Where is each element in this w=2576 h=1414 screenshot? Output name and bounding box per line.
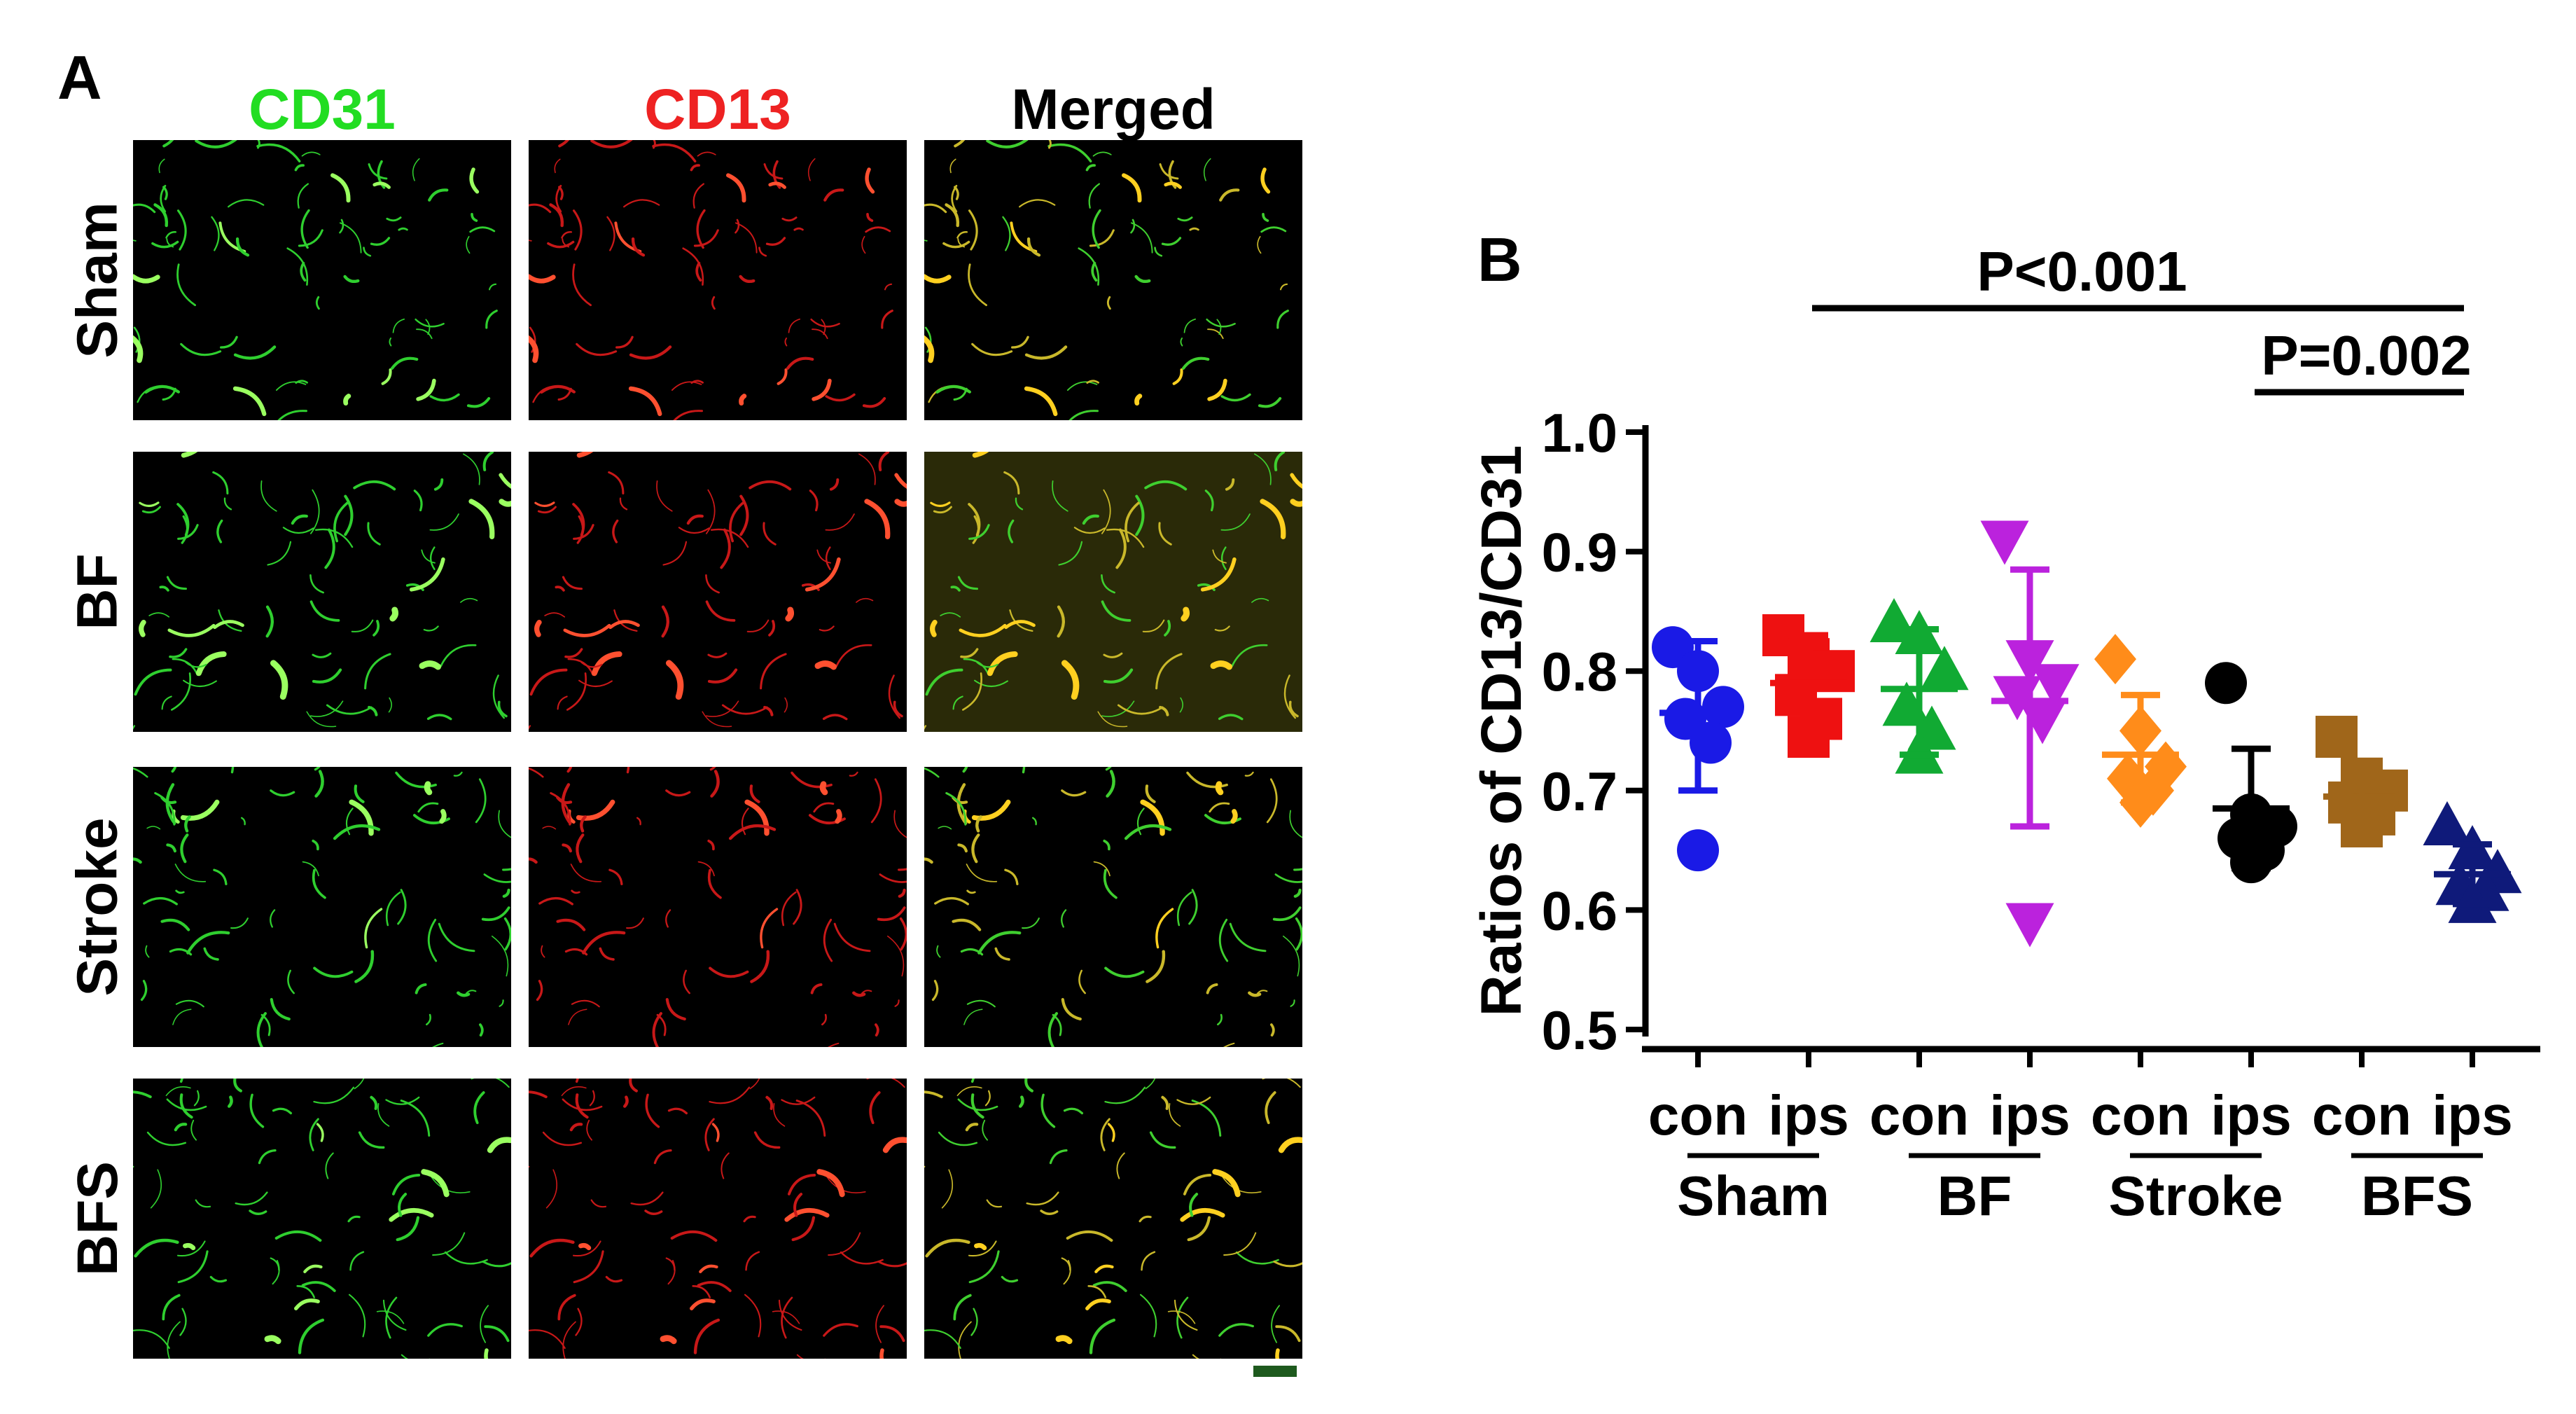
data-point <box>2423 801 2472 845</box>
micrograph-bf-cd31 <box>133 452 511 732</box>
y-tick-label: 0.9 <box>1542 522 1617 583</box>
micrograph-bfs-merged <box>924 1079 1302 1359</box>
x-tick-label: ips <box>2211 1084 2292 1146</box>
x-tick-label: con <box>1870 1084 1969 1146</box>
x-tick-label: ips <box>2432 1084 2513 1146</box>
column-header-cd13: CD13 <box>529 77 907 143</box>
micrograph-sham-cd31 <box>133 140 511 420</box>
x-tick-label: ips <box>1989 1084 2070 1146</box>
significance-label: P<0.001 <box>1977 240 2187 303</box>
y-tick-label: 0.8 <box>1542 641 1617 702</box>
x-tick-label: con <box>2312 1084 2411 1146</box>
micrograph-stroke-cd13 <box>529 767 907 1047</box>
micrograph-stroke-cd31 <box>133 767 511 1047</box>
x-tick-label: ips <box>1768 1084 1849 1146</box>
data-point <box>1702 686 1744 728</box>
group-label: Sham <box>1677 1165 1830 1227</box>
micrograph-bf-cd13 <box>529 452 907 732</box>
y-axis-label: Ratios of CD13/CD31 <box>1470 445 1533 1017</box>
micrograph-stroke-merged <box>924 767 1302 1047</box>
micrograph-bfs-cd31 <box>133 1079 511 1359</box>
micrograph-bfs-cd13 <box>529 1079 907 1359</box>
scale-bar <box>1253 1366 1297 1377</box>
data-point <box>1677 829 1719 871</box>
data-point <box>2006 903 2054 947</box>
column-header-merged: Merged <box>924 77 1302 143</box>
data-point <box>1981 521 2029 565</box>
data-point <box>2019 700 2067 744</box>
y-tick-label: 0.7 <box>1542 761 1617 822</box>
scatter-chart: 0.5 0.6 0.7 0.8 0.9 1.0Ratios of CD13/CD31 con… <box>1400 210 2576 1414</box>
group-label: BF <box>1937 1165 2012 1227</box>
micrograph-sham-cd13 <box>529 140 907 420</box>
x-tick-label: con <box>1648 1084 1748 1146</box>
group-label: BFS <box>2361 1165 2473 1227</box>
y-tick-label: 1.0 <box>1542 402 1617 464</box>
column-header-cd31: CD31 <box>133 77 511 143</box>
data-point <box>2316 716 2358 758</box>
micrograph-sham-merged <box>924 140 1302 420</box>
group-label: Stroke <box>2109 1165 2283 1227</box>
data-point <box>2205 662 2247 704</box>
x-tick-label: con <box>2091 1084 2190 1146</box>
y-tick-label: 0.6 <box>1542 880 1617 941</box>
data-point <box>2094 634 2136 684</box>
y-tick-label: 0.5 <box>1542 999 1617 1061</box>
significance-label: P=0.002 <box>2261 324 2471 387</box>
micrograph-bf-merged <box>924 452 1302 732</box>
panel-a-label: A <box>57 42 102 113</box>
